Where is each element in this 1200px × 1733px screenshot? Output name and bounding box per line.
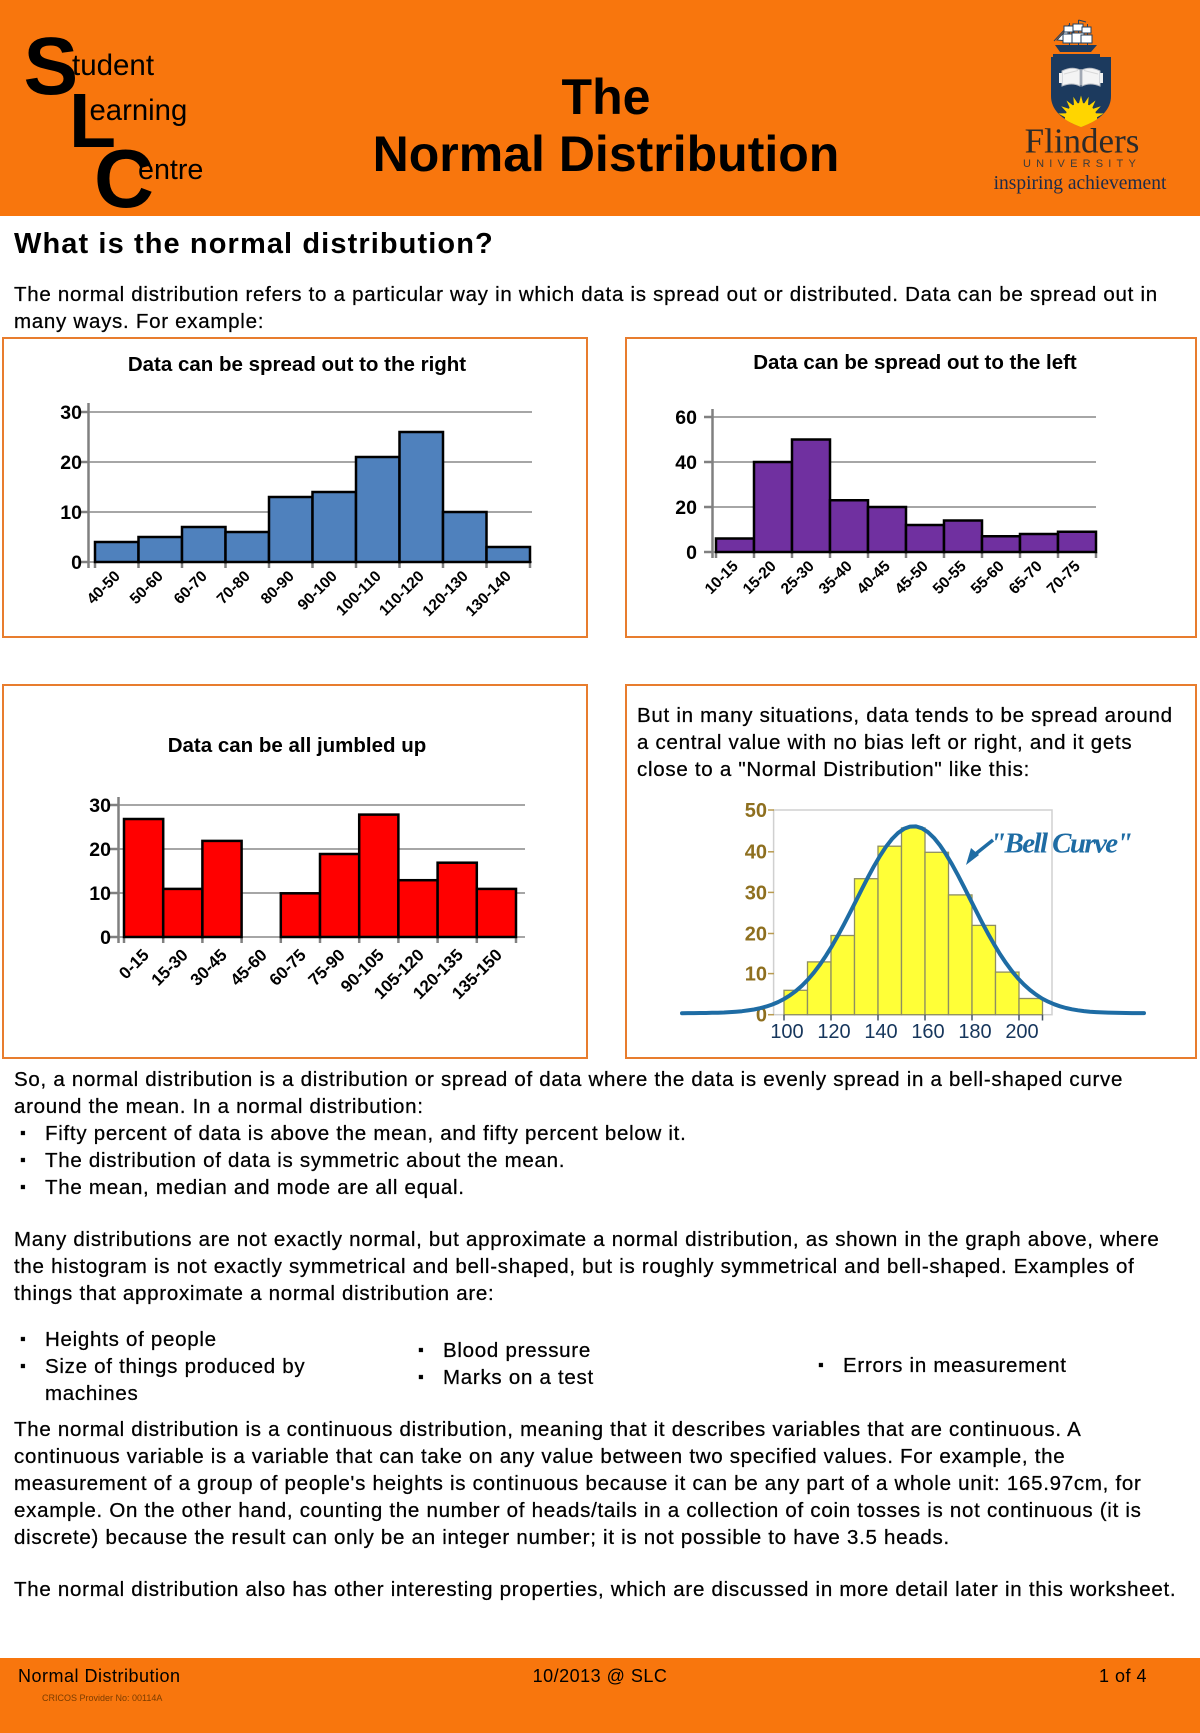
svg-text:0: 0 xyxy=(686,542,697,564)
svg-text:70-80: 70-80 xyxy=(214,568,254,608)
svg-text:0: 0 xyxy=(756,1005,767,1027)
svg-text:40: 40 xyxy=(745,842,767,864)
svg-text:100: 100 xyxy=(770,1021,803,1043)
svg-text:120-130: 120-130 xyxy=(420,568,472,620)
svg-text:10: 10 xyxy=(745,964,767,986)
svg-text:Flinders: Flinders xyxy=(1025,122,1140,161)
svg-text:30: 30 xyxy=(745,883,767,905)
svg-text:10: 10 xyxy=(89,883,111,905)
svg-text:Data can be spread out to the: Data can be spread out to the right xyxy=(128,353,466,376)
svg-text:45-50: 45-50 xyxy=(892,558,932,598)
svg-text:20: 20 xyxy=(60,452,82,474)
svg-text:60: 60 xyxy=(675,407,697,429)
svg-text:inspiring achievement: inspiring achievement xyxy=(994,173,1167,194)
svg-text:100-110: 100-110 xyxy=(333,568,385,620)
svg-text:160: 160 xyxy=(911,1021,944,1043)
svg-text:50-55: 50-55 xyxy=(930,558,970,598)
svg-text:120: 120 xyxy=(817,1021,850,1043)
svg-text:45-60: 45-60 xyxy=(227,945,271,989)
svg-text:40-50: 40-50 xyxy=(84,568,124,608)
svg-text:25-30: 25-30 xyxy=(778,558,818,598)
svg-text:200: 200 xyxy=(1005,1021,1038,1043)
svg-text:110-120: 110-120 xyxy=(376,568,428,620)
svg-text:20: 20 xyxy=(675,497,697,519)
svg-text:UNIVERSITY: UNIVERSITY xyxy=(1023,158,1141,170)
svg-text:"Bell Curve": "Bell Curve" xyxy=(990,828,1132,860)
svg-text:60-70: 60-70 xyxy=(171,568,211,608)
svg-text:40-45: 40-45 xyxy=(854,558,894,598)
svg-text:140: 140 xyxy=(864,1021,897,1043)
svg-text:0: 0 xyxy=(100,927,111,949)
svg-text:50: 50 xyxy=(745,800,767,822)
svg-text:35-40: 35-40 xyxy=(816,558,856,598)
svg-text:40: 40 xyxy=(675,452,697,474)
svg-text:30: 30 xyxy=(60,402,82,424)
svg-text:50-60: 50-60 xyxy=(127,568,167,608)
svg-text:130-140: 130-140 xyxy=(463,568,515,620)
svg-text:30: 30 xyxy=(89,795,111,817)
svg-text:10: 10 xyxy=(60,502,82,524)
svg-text:20: 20 xyxy=(745,924,767,946)
svg-text:80-90: 80-90 xyxy=(258,568,298,608)
svg-text:65-70: 65-70 xyxy=(1006,558,1046,598)
svg-text:60-75: 60-75 xyxy=(266,945,310,989)
svg-text:10-15: 10-15 xyxy=(702,558,742,598)
svg-text:20: 20 xyxy=(89,839,111,861)
svg-text:180: 180 xyxy=(958,1021,991,1043)
svg-text:30-45: 30-45 xyxy=(187,945,231,989)
svg-text:Data can be spread out to the: Data can be spread out to the left xyxy=(753,351,1077,374)
svg-text:15-20: 15-20 xyxy=(740,558,780,598)
svg-text:15-30: 15-30 xyxy=(148,945,192,989)
svg-text:0-15: 0-15 xyxy=(115,945,152,982)
svg-text:0: 0 xyxy=(71,552,82,574)
svg-text:55-60: 55-60 xyxy=(968,558,1008,598)
svg-text:70-75: 70-75 xyxy=(1044,558,1084,598)
svg-text:Data can be all jumbled up: Data can be all jumbled up xyxy=(168,734,427,757)
